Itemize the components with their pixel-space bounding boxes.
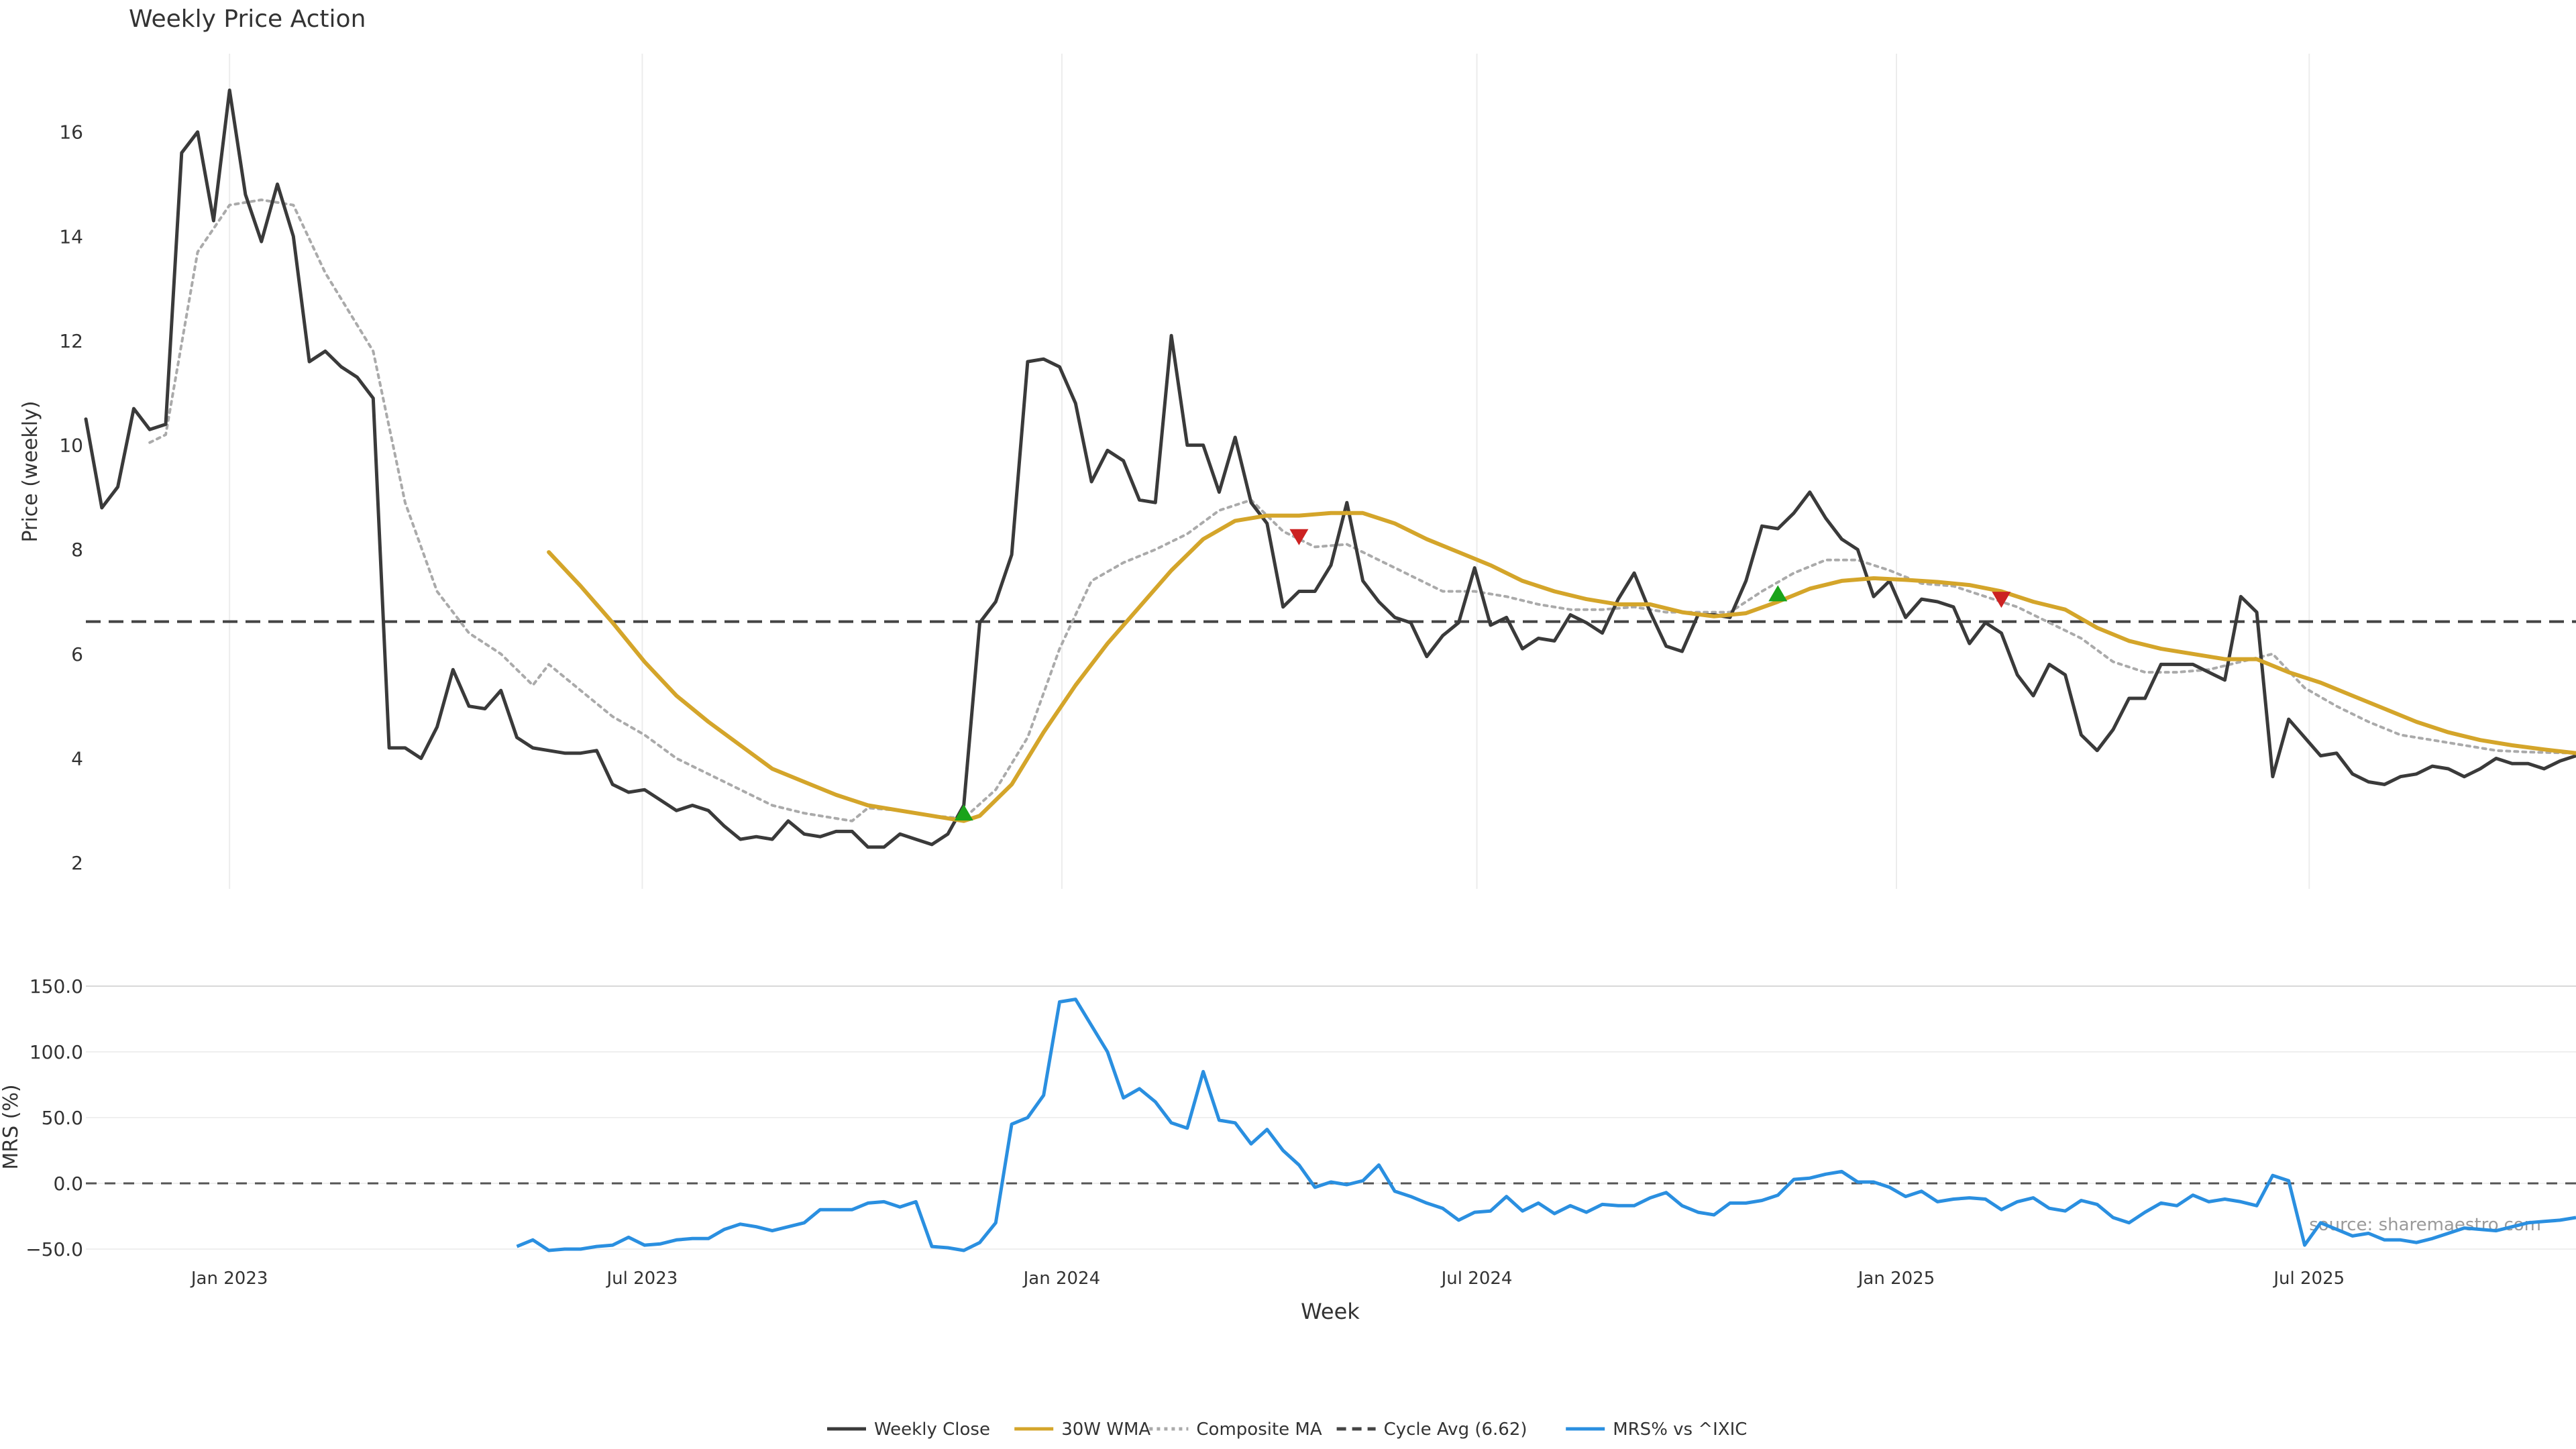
chart-title: Weekly Price Action (129, 5, 366, 33)
weekly-close-line (84, 89, 2576, 849)
axis-ticks: Jan 2023 Jul 2023 Jan 2024 Jul 2024 Jan 2025… (25, 121, 2345, 1289)
composite-ma-line (148, 198, 2576, 822)
price-y-tick-label: 16 (59, 121, 83, 144)
buy-signal-marker (1768, 585, 1788, 602)
price-y-tick-label: 4 (71, 747, 83, 769)
price-y-axis-label: Price (weekly) (19, 400, 42, 542)
mrs-y-axis-label: MRS (%) (0, 1084, 23, 1169)
legend-label: Composite MA (1196, 1419, 1322, 1440)
legend-label: Weekly Close (874, 1419, 990, 1440)
x-tick-label: Jul 2023 (606, 1269, 678, 1289)
mrs-line (516, 998, 2576, 1252)
mrs-y-tick-label: 150.0 (30, 975, 83, 998)
price-y-tick-label: 12 (59, 330, 83, 352)
x-tick-label: Jul 2025 (2272, 1269, 2345, 1289)
mrs-y-tick-label: 100.0 (30, 1041, 83, 1063)
grid-layer (86, 54, 2576, 1250)
price-panel (84, 89, 2576, 849)
price-y-tick-label: 8 (71, 539, 83, 561)
mrs-y-tick-label: 0.0 (53, 1173, 83, 1195)
x-tick-label: Jan 2024 (1022, 1269, 1101, 1289)
x-tick-label: Jan 2025 (1857, 1269, 1935, 1289)
mrs-panel (86, 998, 2576, 1252)
buy-signal-marker (954, 804, 973, 821)
sell-signal-marker (1289, 529, 1309, 545)
price-y-tick-label: 10 (59, 435, 83, 457)
price-y-tick-label: 2 (71, 852, 83, 874)
mrs-y-tick-label: −50.0 (25, 1238, 83, 1260)
legend-label: Cycle Avg (6.62) (1384, 1419, 1527, 1440)
30w-wma-line (547, 511, 2576, 823)
price-y-tick-label: 6 (71, 643, 83, 665)
price-y-tick-label: 14 (59, 225, 83, 248)
x-tick-label: Jan 2023 (190, 1269, 268, 1289)
x-axis-label: Week (1301, 1299, 1360, 1324)
legend-label: MRS% vs ^IXIC (1613, 1419, 1747, 1440)
sell-signal-marker (1992, 592, 2011, 608)
x-tick-label: Jul 2024 (1440, 1269, 1513, 1289)
legend: Weekly Close 30W WMA Composite MA Cycle Avg… (827, 1419, 1747, 1440)
mrs-y-tick-label: 50.0 (42, 1107, 83, 1129)
source-watermark: source: sharemaestro.com (2309, 1215, 2541, 1235)
legend-label: 30W WMA (1061, 1419, 1150, 1440)
